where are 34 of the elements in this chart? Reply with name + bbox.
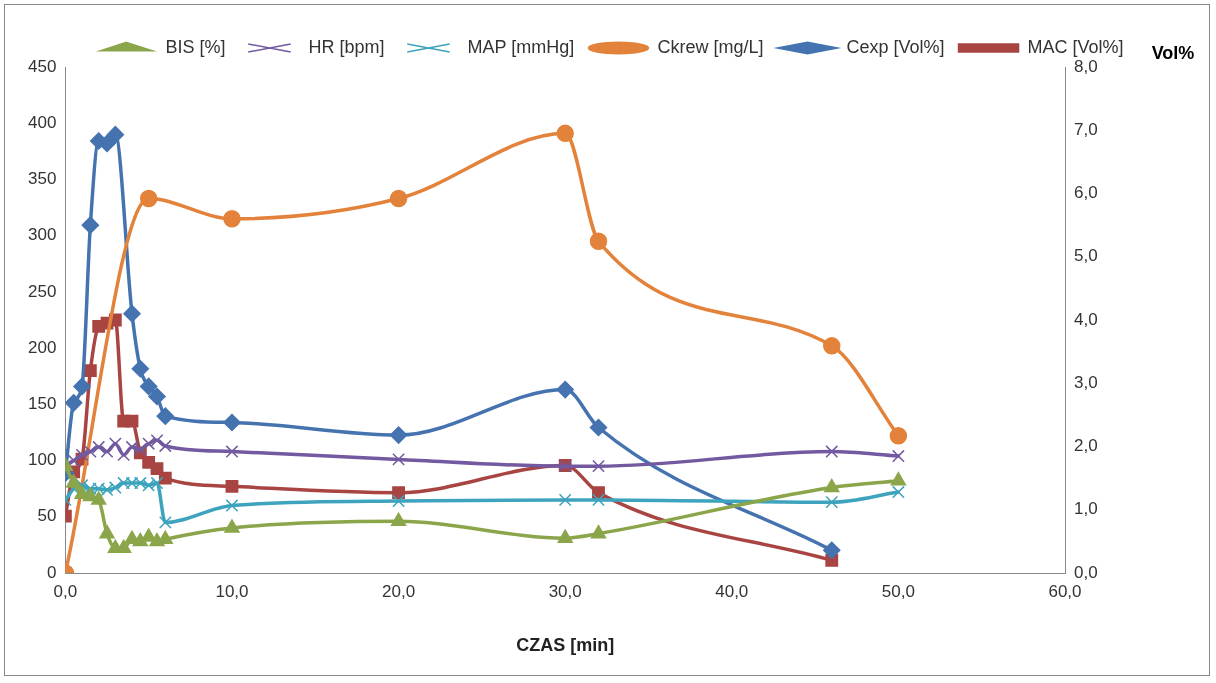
x-tick-label: 60,0 <box>1048 581 1082 601</box>
y-tick-label: 200 <box>27 337 57 357</box>
y2-tick-label: 6,0 <box>1074 183 1098 203</box>
y2-tick-label: 4,0 <box>1074 309 1098 329</box>
x-tick-label: 20,0 <box>382 581 416 601</box>
y-tick-label: 100 <box>27 450 57 470</box>
y2-tick-label: 7,0 <box>1074 119 1098 139</box>
y2-tick-label: 3,0 <box>1074 372 1098 392</box>
y2-tick-label: 2,0 <box>1074 436 1098 456</box>
y-tick-label: 50 <box>37 506 57 526</box>
y-tick-label: 300 <box>27 225 57 245</box>
x-tick-label: 10,0 <box>215 581 249 601</box>
legend-label: Cexp [Vol%] <box>846 36 945 57</box>
y-tick-label: 250 <box>27 281 57 301</box>
x-tick-label: 50,0 <box>881 581 915 601</box>
y2-tick-label: 5,0 <box>1074 246 1098 266</box>
y2-tick-label: 0,0 <box>1074 562 1098 582</box>
y-tick-label: 400 <box>27 112 57 132</box>
legend-label: MAC [Vol%] <box>1027 36 1124 57</box>
x-tick-label: 30,0 <box>548 581 582 601</box>
legend-label: HR [bpm] <box>308 36 385 57</box>
legend-label: Ckrew [mg/L] <box>657 36 764 57</box>
y2-tick-label: 8,0 <box>1074 56 1098 76</box>
legend-label: MAP [mmHg] <box>467 36 575 57</box>
x-axis-title: CZAS [min] <box>516 635 615 656</box>
x-tick-label: 0,0 <box>53 581 78 601</box>
y-tick-label: 350 <box>27 169 57 189</box>
y-tick-label: 150 <box>27 394 57 414</box>
y-tick-label: 0 <box>46 562 57 582</box>
x-tick-label: 40,0 <box>715 581 749 601</box>
y2-axis-title: Vol% <box>1151 42 1195 63</box>
y2-tick-label: 1,0 <box>1074 499 1098 519</box>
y-tick-label: 450 <box>27 56 57 76</box>
legend-label: BIS [%] <box>165 36 226 57</box>
